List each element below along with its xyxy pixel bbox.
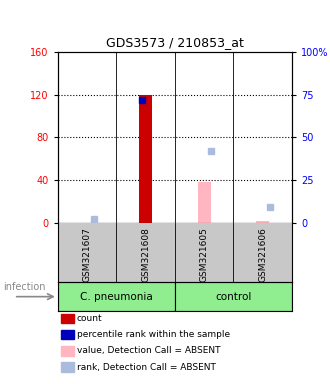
Text: C. pneumonia: C. pneumonia <box>80 291 153 302</box>
Text: GSM321605: GSM321605 <box>200 227 209 282</box>
Text: GSM321606: GSM321606 <box>258 227 267 282</box>
Text: control: control <box>215 291 252 302</box>
Text: infection: infection <box>3 282 46 292</box>
Bar <box>139 94 152 223</box>
Bar <box>256 220 269 223</box>
Text: count: count <box>77 314 103 323</box>
Bar <box>175 282 292 311</box>
Text: GSM321607: GSM321607 <box>82 227 91 282</box>
Text: percentile rank within the sample: percentile rank within the sample <box>77 330 230 339</box>
Bar <box>198 182 211 223</box>
Text: rank, Detection Call = ABSENT: rank, Detection Call = ABSENT <box>77 362 216 372</box>
Title: GDS3573 / 210853_at: GDS3573 / 210853_at <box>106 36 244 49</box>
Text: value, Detection Call = ABSENT: value, Detection Call = ABSENT <box>77 346 220 356</box>
Bar <box>58 282 175 311</box>
Text: GSM321608: GSM321608 <box>141 227 150 282</box>
